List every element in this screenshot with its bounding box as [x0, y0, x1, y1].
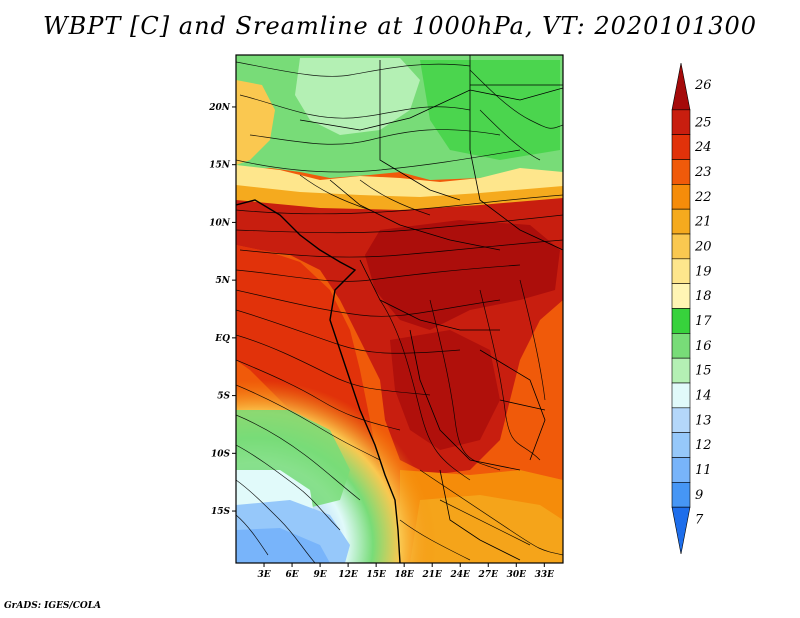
- region-nw-warm: [236, 80, 275, 165]
- colorbar-swatch: [671, 283, 691, 309]
- lat-tick-label: 15N: [209, 161, 231, 171]
- streamlines: [236, 61, 563, 563]
- colorbar-label: 12: [695, 438, 712, 453]
- lon-tick-label: 6E: [285, 570, 298, 580]
- region-core-deep: [365, 220, 560, 330]
- colorbar-label: 26: [694, 78, 712, 93]
- colorbar-label: 11: [695, 463, 712, 478]
- colorbar-swatch: [671, 258, 691, 284]
- lat-tick-label: 15S: [211, 507, 231, 517]
- lon-tick-label: 30E: [507, 570, 527, 580]
- region-north-pale: [295, 58, 420, 135]
- lon-tick-label: 3E: [257, 570, 270, 580]
- lat-tick-label: 5S: [217, 392, 230, 402]
- colorbar-label: 25: [694, 115, 712, 130]
- colorbar-swatch: [671, 159, 691, 185]
- colorbar-swatch: [671, 482, 691, 508]
- colorbar-swatch: [671, 109, 691, 135]
- lon-tick-label: 27E: [478, 570, 499, 580]
- colorbar-label: 23: [694, 165, 712, 180]
- map-frame: [235, 54, 564, 564]
- colorbar-swatch: [671, 506, 691, 555]
- colorbar-label: 17: [695, 314, 712, 329]
- colorbar-label: 21: [694, 215, 712, 230]
- lon-tick-label: 33E: [535, 570, 555, 580]
- map-panel: [236, 55, 563, 563]
- colorbar-label: 20: [694, 239, 712, 254]
- colorbar-swatch: [671, 233, 691, 260]
- colorbar: 26 25 24 23 22 21 20 19 18 17 16 15 14 13 12 11 9 7: [671, 62, 712, 555]
- colorbar-label: 19: [695, 264, 712, 279]
- colorbar-swatch: [671, 62, 691, 111]
- region-sw-blue-deep: [236, 528, 330, 563]
- lon-tick-label: 12E: [338, 570, 358, 580]
- colorbar-swatch: [671, 208, 691, 235]
- colorbar-swatch: [671, 308, 691, 334]
- lon-tick-label: 15E: [366, 570, 386, 580]
- lat-tick-label: 20N: [208, 103, 231, 113]
- lat-tick-label: 10N: [209, 218, 231, 228]
- colorbar-swatch: [671, 357, 691, 384]
- colorbar-label: 24: [694, 140, 712, 155]
- coastline: [236, 199, 401, 563]
- lat-tick-label: 5N: [216, 276, 231, 286]
- colorbar-label: 15: [695, 364, 712, 379]
- colorbar-label: 14: [695, 388, 712, 403]
- colorbar-label: 16: [695, 339, 712, 354]
- longitude-axis: 3E 6E 9E 12E 15E 18E 21E 24E 27E 30E 33E: [257, 563, 554, 580]
- colorbar-label: 18: [695, 289, 712, 304]
- colorbar-swatch: [671, 134, 691, 160]
- lat-tick-label: 10S: [211, 449, 231, 459]
- latitude-axis: 20N 15N 10N 5N EQ 5S 10S 15S: [208, 103, 236, 517]
- colorbar-swatch: [671, 407, 691, 433]
- region-sahel-band: [236, 165, 563, 200]
- colorbar-swatch: [671, 432, 691, 458]
- lon-tick-label: 9E: [314, 570, 327, 580]
- lat-tick-label: EQ: [214, 334, 230, 344]
- colorbar-swatch: [671, 184, 691, 210]
- chart-title: WBPT [C] and Sreamline at 1000hPa, VT: 2…: [42, 12, 758, 40]
- colorbar-swatch: [671, 333, 691, 359]
- lon-tick-label: 18E: [394, 570, 414, 580]
- lon-tick-label: 21E: [422, 570, 443, 580]
- credit-text: GrADS: IGES/COLA: [4, 601, 102, 611]
- colorbar-label: 9: [695, 488, 703, 503]
- colorbar-swatch: [671, 382, 691, 409]
- colorbar-swatch: [671, 457, 691, 483]
- colorbar-label: 13: [695, 413, 712, 428]
- colorbar-label: 22: [694, 190, 712, 205]
- country-borders: [299, 55, 563, 561]
- lon-tick-label: 24E: [450, 570, 471, 580]
- colorbar-label: 7: [695, 513, 704, 528]
